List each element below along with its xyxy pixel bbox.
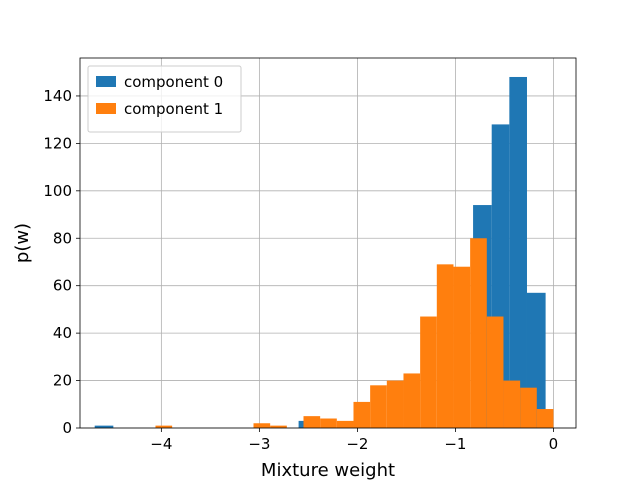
bar-series-0-bin-0 [94, 425, 114, 428]
y-tick-label-3: 60 [53, 277, 72, 295]
x-axis-label: Mixture weight [261, 460, 395, 480]
bar-series-1-bin-10 [420, 316, 437, 428]
bar-series-1-bin-1 [253, 423, 271, 428]
bar-series-1-bin-13 [470, 238, 487, 428]
bar-series-1-bin-14 [486, 316, 504, 428]
x-tick-label-4: 0 [549, 435, 559, 453]
legend-label-1: component 1 [124, 100, 223, 118]
bar-series-1-bin-9 [403, 373, 421, 428]
bar-series-1-bin-12 [453, 266, 471, 428]
bar-series-1-bin-5 [336, 420, 354, 428]
bar-series-1-bin-11 [436, 264, 454, 428]
y-tick-label-6: 120 [43, 134, 72, 152]
y-axis: 0 20 40 60 80 100 120 140 [43, 87, 80, 437]
x-tick-label-0: −4 [150, 435, 172, 453]
x-tick-label-3: −1 [444, 435, 466, 453]
legend-swatch-0 [96, 76, 116, 87]
y-tick-label-4: 80 [53, 229, 72, 247]
legend-box [87, 65, 242, 133]
bar-series-1-bin-8 [386, 380, 404, 428]
bar-series-1-bin-16 [520, 387, 537, 428]
bar-series-1-bin-17 [536, 409, 554, 428]
legend-swatch-1 [96, 103, 116, 114]
bar-series-1-bin-3 [303, 416, 321, 428]
y-tick-label-1: 20 [53, 372, 72, 390]
x-tick-label-2: −2 [346, 435, 368, 453]
x-axis: −4 −3 −2 −1 0 [150, 428, 558, 453]
y-tick-label-2: 40 [53, 324, 72, 342]
bar-series-1-bin-7 [370, 385, 387, 428]
bar-series-1-bin-15 [503, 380, 521, 428]
legend: component 0 component 1 [87, 65, 242, 133]
bar-series-1-bin-6 [353, 401, 371, 428]
histogram-bars [94, 76, 554, 429]
bar-series-1-bin-2 [270, 425, 287, 428]
x-tick-label-1: −3 [248, 435, 270, 453]
bar-series-1-bin-4 [320, 418, 337, 428]
y-axis-label: p(w) [12, 223, 33, 263]
y-tick-label-7: 140 [43, 87, 72, 105]
y-tick-label-5: 100 [43, 182, 72, 200]
legend-label-0: component 0 [124, 73, 223, 91]
bar-series-0-bin-4 [509, 76, 527, 428]
y-tick-label-0: 0 [62, 419, 72, 437]
bar-series-1-bin-0 [155, 425, 173, 428]
plot-frame [79, 57, 577, 429]
